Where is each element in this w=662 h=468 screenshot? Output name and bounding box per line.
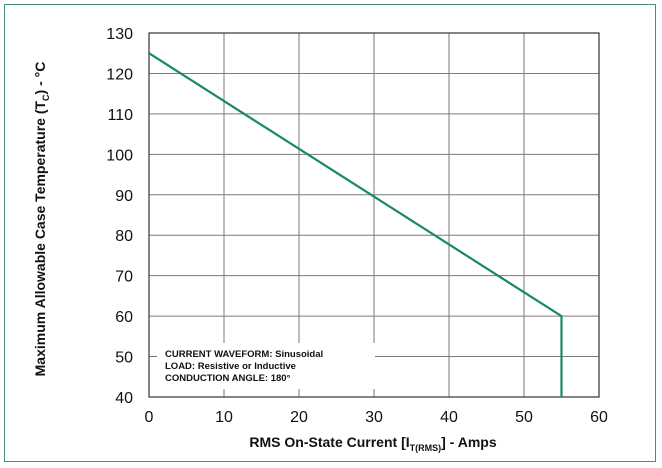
- x-axis-title: RMS On-State Current [IT(RMS)] - Amps: [249, 434, 496, 453]
- y-tick-label: 50: [115, 350, 133, 367]
- annotation-line: LOAD: Resistive or Inductive: [165, 361, 296, 372]
- grid-lines: [148, 32, 600, 398]
- annotation-line: CURRENT WAVEFORM: Sinusoidal: [165, 349, 323, 360]
- x-tick-label: 20: [290, 409, 308, 426]
- chart-frame: 0 10 20 30 40 50 60 40 50 60 70 80 90 100 110 120 130 C…: [4, 4, 656, 462]
- y-tick-labels: 40 50 60 70 80 90 100 110 120 130: [106, 26, 133, 407]
- x-tick-label: 60: [590, 409, 608, 426]
- y-tick-label: 40: [115, 390, 133, 407]
- x-tick-label: 50: [515, 409, 533, 426]
- y-tick-label: 60: [115, 309, 133, 326]
- y-tick-label: 80: [115, 228, 133, 245]
- y-tick-label: 110: [107, 107, 133, 124]
- y-tick-label: 130: [106, 26, 133, 43]
- y-axis-title: Maximum Allowable Case Temperature (TC) …: [32, 62, 51, 377]
- x-tick-labels: 0 10 20 30 40 50 60: [145, 409, 608, 426]
- y-tick-label: 100: [106, 147, 133, 164]
- x-tick-label: 30: [365, 409, 383, 426]
- plot-border: [148, 32, 600, 398]
- y-tick-label: 70: [115, 269, 133, 286]
- y-tick-label: 120: [106, 66, 133, 83]
- annotation-line: CONDUCTION ANGLE: 180°: [165, 373, 291, 384]
- y-tick-label: 90: [115, 188, 133, 205]
- derating-curve: [148, 52, 563, 397]
- annotation-background: [157, 343, 375, 389]
- x-tick-label: 10: [215, 409, 233, 426]
- series-layer: [148, 52, 563, 397]
- x-tick-label: 0: [145, 409, 154, 426]
- x-tick-label: 40: [440, 409, 458, 426]
- chart-svg: 0 10 20 30 40 50 60 40 50 60 70 80 90 100 110 120 130 C…: [32, 26, 608, 453]
